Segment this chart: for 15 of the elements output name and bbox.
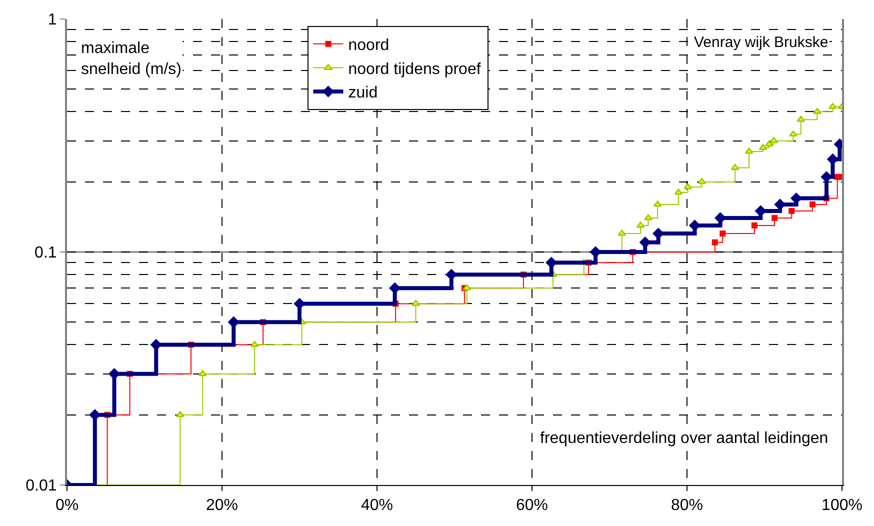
y-axis-title: maximale snelheid (m/s): [81, 40, 182, 78]
x-tick-label: 100%: [822, 497, 862, 514]
x-axis-title: frequentieverdeling over aantal leidingen: [540, 430, 828, 447]
y-tick-label: 1: [48, 12, 57, 29]
y-tick-label: 0.01: [26, 478, 57, 495]
x-tick-label: 40%: [360, 497, 394, 514]
legend-label: noord tijdens proef: [348, 60, 482, 78]
x-tick-label: 20%: [206, 497, 238, 514]
legend-label: zuid: [348, 84, 378, 102]
y-tick-label: 0.1: [34, 244, 57, 262]
legend-label: noord: [348, 37, 390, 54]
x-tick-label: 0%: [55, 497, 79, 514]
x-tick-label: 80%: [670, 497, 704, 514]
x-tick-label: 60%: [516, 497, 548, 514]
annotation: Venray wijk Brukske: [694, 34, 828, 51]
